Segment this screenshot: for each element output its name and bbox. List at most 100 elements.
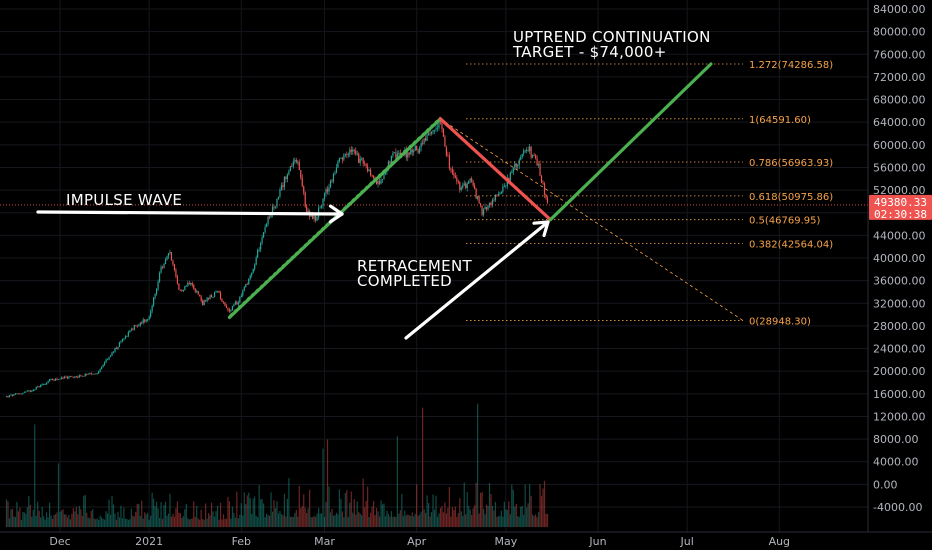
volume-bar <box>530 495 532 527</box>
volume-bar <box>288 478 290 527</box>
volume-bar <box>54 514 57 527</box>
volume-bar <box>222 514 225 527</box>
volume-bar <box>243 492 245 527</box>
volume-bar <box>157 508 159 527</box>
volume-bar <box>200 509 202 527</box>
candle-body <box>147 319 149 321</box>
candle-body <box>518 159 520 166</box>
candle-body <box>145 320 147 322</box>
candle-body <box>477 196 479 199</box>
candle-body <box>249 275 251 279</box>
volume-bar <box>35 515 37 527</box>
candle-body <box>490 202 492 206</box>
volume-bar <box>87 517 89 527</box>
volume-bar <box>193 501 195 527</box>
volume-bar <box>503 501 505 527</box>
y-tick-label: 36000.00 <box>873 275 926 288</box>
volume-bar <box>95 519 97 527</box>
candle-body <box>60 377 63 379</box>
candle-body <box>106 359 109 361</box>
volume-bar <box>315 516 317 527</box>
volume-bar <box>303 494 305 527</box>
volume-bar <box>484 514 486 527</box>
volume-bar <box>178 512 180 527</box>
candle-body <box>497 194 500 195</box>
volume-bar <box>62 509 64 527</box>
volume-bar <box>471 514 473 527</box>
candle-body <box>433 129 436 131</box>
x-tick-label: Aug <box>769 535 790 548</box>
volume-bar <box>502 516 504 527</box>
candle-body <box>90 373 92 375</box>
candle-body <box>365 164 367 167</box>
volume-bar <box>380 500 382 527</box>
candle-body <box>472 181 474 186</box>
candle-body <box>463 183 465 186</box>
candle-body <box>416 145 418 151</box>
candle-body <box>17 393 19 395</box>
candle-body <box>169 252 171 254</box>
volume-bar <box>439 508 442 527</box>
volume-bar <box>454 506 456 527</box>
volume-bar <box>386 510 388 527</box>
candle-body <box>263 232 265 238</box>
candle-body <box>181 290 183 292</box>
volume-bar <box>164 501 167 527</box>
candle-body <box>427 133 430 135</box>
volume-bar <box>459 498 461 527</box>
x-tick-label: Dec <box>49 535 70 548</box>
volume-bar <box>166 515 168 527</box>
volume-bar <box>469 509 471 527</box>
candle-body <box>276 198 278 207</box>
volume-bar <box>276 501 278 527</box>
volume-bar <box>283 493 286 527</box>
candle-body <box>370 170 372 176</box>
volume-bar <box>81 515 83 527</box>
volume-bar <box>346 490 348 527</box>
volume-bar <box>387 513 390 527</box>
time-axis[interactable]: Dec 2021 Feb Mar Apr May Jun Jul Aug <box>0 531 932 548</box>
volume-bar <box>145 514 147 527</box>
candle-body <box>423 138 425 144</box>
fib-level-label: 0.786(56963.93) <box>749 158 833 169</box>
volume-bar <box>422 407 424 527</box>
candle-body <box>405 150 407 158</box>
volume-bar <box>450 516 452 527</box>
volume-bar <box>356 501 358 527</box>
candle-body <box>78 375 80 378</box>
volume-bar <box>436 516 439 527</box>
candle-body <box>208 297 210 299</box>
candle-body <box>135 325 137 327</box>
candle-body <box>193 285 195 289</box>
fib-level-label: 0.5(46769.95) <box>749 216 821 227</box>
candle-body <box>83 375 85 377</box>
volume-bar <box>317 507 320 527</box>
volume-bar <box>163 504 165 527</box>
candle-body <box>471 178 473 182</box>
volume-bar <box>365 500 367 527</box>
candle-body <box>251 272 253 276</box>
volume-bar <box>435 495 437 527</box>
candle-body <box>59 378 61 380</box>
candle-body <box>331 180 333 182</box>
candle-body <box>117 346 119 349</box>
volume-bar <box>120 505 122 527</box>
volume-bar <box>44 519 46 527</box>
volume-bar <box>99 515 101 527</box>
volume-bar <box>481 492 483 527</box>
candle-body <box>50 379 52 380</box>
candle-body <box>240 295 242 297</box>
candle-body <box>361 158 363 160</box>
candle-body <box>65 376 67 378</box>
candle-body <box>166 256 168 260</box>
volume-bar <box>252 498 254 527</box>
candle-body <box>224 302 226 306</box>
candle-body <box>485 206 488 210</box>
volume-bar <box>289 516 291 527</box>
volume-bar <box>142 518 144 527</box>
volume-bar <box>10 509 12 527</box>
candle-body <box>512 167 514 173</box>
candle-body <box>127 332 129 337</box>
candle-body <box>285 177 287 180</box>
